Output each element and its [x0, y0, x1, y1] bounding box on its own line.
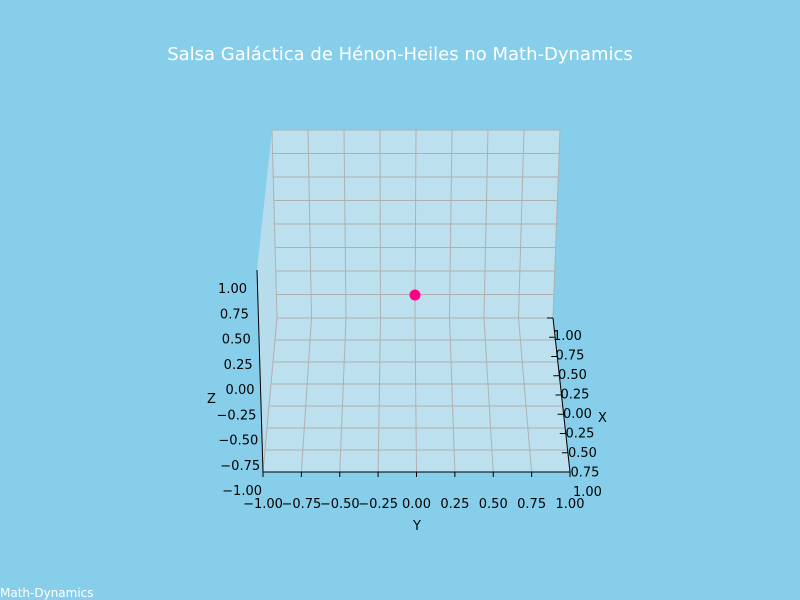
z-tick-label: 0.50 [222, 333, 251, 348]
z-axis-line [256, 269, 264, 473]
data-points [409, 289, 421, 301]
x-tick-label: 0.25 [566, 427, 595, 442]
gridline [300, 317, 312, 473]
x-axis-label: X [598, 411, 607, 426]
z-axis-label: Z [207, 392, 216, 407]
x-tick-label: 0.00 [563, 407, 592, 422]
gridline [518, 317, 533, 473]
gridline [377, 317, 381, 473]
watermark: Math-Dynamics [0, 586, 94, 600]
data-point [409, 289, 421, 301]
floor-pane [263, 318, 570, 472]
z-tick-label: −1.00 [222, 484, 262, 499]
tick-labels: −1.00−0.75−0.50−0.25 0.00 0.25 0.50 0.75 1.00… [217, 282, 602, 512]
y-tick-label: 0.75 [517, 497, 546, 512]
z-tick-label: −0.50 [218, 434, 258, 449]
gridline [339, 317, 347, 473]
z-tick-label: 0.25 [224, 358, 253, 373]
z-tick-label: 0.00 [226, 383, 255, 398]
z-tick-label: 1.00 [218, 282, 247, 297]
y-tick-label: −1.00 [243, 497, 283, 512]
gridlines [262, 129, 571, 473]
x-tick-label: 0.25 [561, 388, 590, 403]
y-tick-label: −0.50 [320, 497, 360, 512]
axis-panes [257, 130, 570, 472]
gridline [414, 317, 417, 473]
y-tick-label: 1.00 [556, 497, 585, 512]
gridline [483, 317, 494, 473]
z-tick-label: −0.75 [220, 459, 260, 474]
y-tick-label: −0.75 [281, 497, 321, 512]
x-tick-label: 0.50 [568, 446, 597, 461]
x-tick-label: 0.50 [558, 368, 587, 383]
z-tick-label: 0.75 [220, 307, 249, 322]
y-tick-label: −0.25 [358, 497, 398, 512]
axis-labels: X Y Z [207, 392, 607, 534]
gridline [262, 317, 278, 473]
y-tick-label: 0.25 [440, 497, 469, 512]
left-pane [257, 130, 277, 472]
x-tick-label: 0.75 [556, 349, 585, 364]
z-tick-label: −0.25 [217, 408, 257, 423]
y-tick-label: 0.00 [402, 497, 431, 512]
y-tick-label: 0.50 [479, 497, 508, 512]
x-tick-label: 1.00 [553, 329, 582, 344]
x-tick-label: 0.75 [571, 466, 600, 481]
axis-lines [256, 269, 571, 477]
gridline [449, 317, 456, 473]
y-axis-label: Y [412, 519, 421, 534]
chart-title: Salsa Galáctica de Hénon-Heiles no Math-… [167, 44, 633, 65]
x-tick-label: 1.00 [573, 485, 602, 500]
